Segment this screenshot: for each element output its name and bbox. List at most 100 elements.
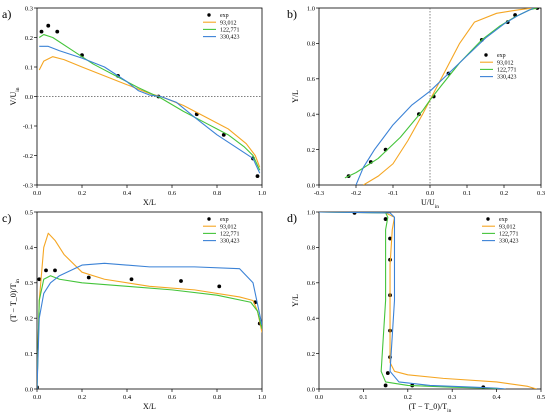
plot-area (344, 8, 540, 185)
panel-b: -0.3 -0.2 -0.1 0.0 0.1 0.2 0.3 0.0 0.2 0.4 0.6 0.8 1… (287, 5, 545, 210)
data-point-exp (221, 132, 226, 137)
x-axis-label: U/Uin (421, 198, 439, 210)
x-tick-label: 0.3 (448, 394, 456, 401)
x-tick-label: 0.6 (168, 394, 177, 401)
panel-letter: c) (2, 211, 11, 225)
y-axis-label: (T − T_0)/Tin (9, 279, 21, 322)
x-tick-label: 0.2 (404, 394, 412, 401)
series-line-93012 (38, 56, 261, 168)
data-point-exp (388, 236, 392, 241)
x-tick-label: 0.1 (463, 190, 471, 197)
panel-letter: a) (2, 7, 11, 21)
series-line-122771 (38, 34, 261, 171)
x-tick-label: -0.1 (388, 190, 398, 197)
legend-label: 93,012 (497, 60, 514, 66)
x-axis-label-main: (T − T_0)/T (409, 402, 448, 411)
data-point-exp (179, 279, 183, 283)
data-point-exp (383, 217, 388, 221)
legend-label: 330,423 (497, 75, 517, 81)
y-tick-label: 0.0 (307, 182, 315, 189)
x-tick-label: -0.3 (314, 190, 324, 197)
legend-marker-exp (207, 217, 211, 221)
x-tick-label: 1.0 (258, 394, 266, 401)
x-tick-label: 0.2 (78, 394, 86, 401)
legend-label: 93,012 (220, 224, 237, 230)
legend-label: exp (497, 53, 506, 59)
series-line-330423 (319, 212, 506, 389)
x-axis-label-main: X/L (143, 402, 156, 411)
legend-label: 93,012 (220, 20, 237, 26)
plot-area (319, 212, 537, 389)
x-tick-label: 0.8 (213, 190, 221, 197)
x-tick-label: 0.0 (33, 394, 41, 401)
x-tick-label: 0.3 (537, 190, 545, 197)
x-tick-label: 0.0 (426, 190, 434, 197)
legend-label: 330,423 (499, 239, 519, 245)
x-tick-label: 0.6 (168, 190, 177, 197)
legend-label: exp (499, 217, 508, 223)
data-point-exp (255, 174, 260, 179)
y-tick-label: 0.3 (25, 280, 33, 287)
series-line-93012 (363, 8, 534, 185)
y-tick-label: 0.6 (307, 280, 316, 287)
y-tick-label: -0.2 (23, 153, 33, 160)
y-tick-label: 0.0 (307, 386, 315, 393)
y-tick-label: 0.2 (307, 147, 315, 154)
legend-marker-exp (486, 217, 490, 221)
y-tick-label: 1.0 (307, 5, 315, 12)
panel-letter: b) (287, 7, 297, 21)
y-tick-label: 0.6 (307, 76, 316, 83)
legend-marker-exp (484, 53, 488, 57)
y-tick-label: 0.8 (307, 41, 315, 48)
series-line-330423 (37, 262, 262, 389)
legend-label: 330,423 (220, 239, 240, 245)
y-tick-label: -0.3 (23, 182, 33, 189)
series-line-330423 (355, 8, 534, 185)
data-point-exp (55, 29, 60, 34)
x-axis-label: X/L (143, 402, 156, 411)
x-tick-label: 0.2 (78, 190, 86, 197)
series-line-330423 (39, 45, 261, 174)
y-tick-label: 0.3 (25, 5, 33, 12)
x-tick-label: 0.0 (33, 190, 41, 197)
y-axis-label: V/Uin (9, 87, 21, 105)
legend-label: 122,771 (497, 68, 517, 74)
x-tick-label: 1.0 (258, 190, 266, 197)
legend-label: exp (220, 217, 229, 223)
series-line-93012 (37, 232, 262, 389)
x-axis-label: (T − T_0)/Tin (409, 402, 452, 414)
x-axis-label: X/L (143, 198, 156, 207)
x-tick-label: 0.4 (123, 190, 132, 197)
data-point-exp (37, 277, 42, 282)
x-tick-label: 0.4 (123, 394, 132, 401)
plot-area (38, 23, 261, 179)
y-tick-label: 0.2 (25, 316, 33, 323)
x-tick-label: 0.0 (315, 394, 323, 401)
legend-label: 122,771 (499, 232, 519, 238)
data-point-exp (86, 275, 91, 280)
y-tick-label: 0.5 (25, 209, 33, 216)
y-axis-label-main: V/U (9, 92, 18, 106)
x-tick-label: 0.5 (537, 394, 545, 401)
y-axis-label-main: Y/L (291, 294, 300, 307)
series-line-122771 (37, 275, 262, 389)
y-tick-label: 1.0 (307, 209, 315, 216)
plot-frame (318, 211, 542, 390)
plot-frame (36, 211, 263, 390)
x-axis-label-sub: in (435, 204, 440, 210)
y-tick-label: 0.4 (307, 112, 316, 119)
data-point-exp (53, 268, 57, 273)
y-tick-label: 0.4 (307, 316, 316, 323)
x-axis-label-sub: in (447, 408, 452, 414)
data-point-exp (383, 383, 388, 388)
data-point-exp (44, 268, 48, 273)
y-tick-label: 0.0 (25, 386, 33, 393)
y-axis-label: Y/L (291, 294, 300, 307)
y-tick-label: 0.8 (307, 245, 315, 252)
data-point-exp (217, 284, 222, 289)
legend-label: 122,771 (220, 28, 240, 34)
y-axis-label: Y/L (291, 90, 300, 103)
